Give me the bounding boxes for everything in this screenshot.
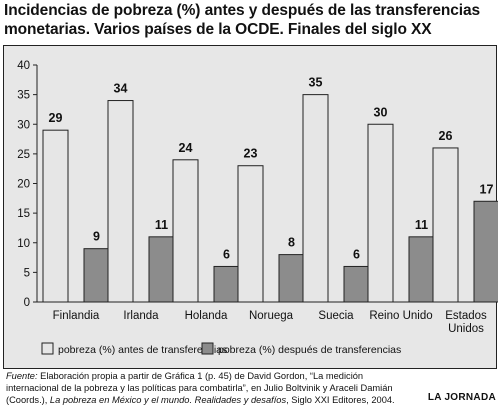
y-tick-label: 40 — [17, 60, 30, 72]
bar-after — [408, 236, 435, 303]
data-label-after: 11 — [415, 218, 428, 232]
source-line-1: Elaboración propia a partir de Gráfica 1… — [37, 371, 364, 381]
y-tick-label: 0 — [24, 297, 30, 309]
x-category-label: Reino Unido — [369, 310, 432, 322]
y-tick-label: 35 — [17, 90, 30, 102]
data-label-after: 11 — [155, 218, 168, 232]
bar-after — [473, 200, 498, 303]
bar-before — [302, 94, 329, 303]
data-label-before: 26 — [439, 129, 453, 143]
brand-logo: LA JORNADA — [427, 392, 496, 403]
bar-before — [432, 147, 459, 303]
y-tick-label: 25 — [17, 149, 30, 161]
bar-before — [367, 123, 394, 303]
x-category-label: Irlanda — [123, 310, 159, 322]
bar-chart: 0 5 10 15 20 25 30 35 40 29 9 Finlandia 34 11 Irlanda 2… — [17, 60, 498, 356]
bar-after — [83, 248, 110, 303]
y-tick-label: 30 — [17, 119, 30, 131]
data-label-before: 34 — [114, 82, 128, 96]
bar-after — [148, 236, 175, 303]
x-category-label: Suecia — [318, 310, 354, 322]
source-book-title: La pobreza en México y el mundo. Realida… — [49, 395, 287, 405]
bar-after — [213, 265, 240, 303]
source-line-3b: , Siglo XXI Editores, 2004. — [286, 395, 395, 405]
y-tick-label: 20 — [17, 179, 30, 191]
x-category-label: Estados — [445, 310, 487, 322]
data-label-before: 23 — [244, 147, 258, 161]
source-line-2: internacional de la pobreza y las políti… — [6, 383, 393, 393]
bar-after — [343, 265, 370, 303]
data-label-after: 9 — [93, 230, 100, 244]
x-category-label: Holanda — [185, 310, 228, 322]
data-label-before: 24 — [179, 141, 193, 155]
legend-label-before: pobreza (%) antes de transferencias — [58, 344, 227, 356]
legend-swatch-before — [41, 342, 54, 355]
bar-after — [278, 254, 305, 303]
legend-label-after: pobreza (%) después de transferencias — [218, 344, 401, 356]
bar-before — [237, 165, 264, 303]
bar-before — [42, 129, 69, 303]
data-label-before: 29 — [49, 111, 63, 125]
data-label-after: 6 — [353, 247, 360, 261]
legend-swatch-after — [201, 342, 214, 355]
data-label-after: 6 — [223, 247, 230, 261]
y-tick-label: 5 — [24, 267, 30, 279]
bar-before — [172, 159, 199, 303]
data-label-before: 30 — [374, 105, 388, 119]
y-tick-label: 10 — [17, 238, 30, 250]
source-note: Fuente: Elaboración propia a partir de G… — [6, 370, 421, 406]
x-category-label: Unidos — [448, 323, 484, 335]
y-tick-label: 15 — [17, 208, 30, 220]
x-category-label: Noruega — [249, 310, 294, 322]
chart-title: Incidencias de pobreza (%) antes y despu… — [4, 2, 481, 38]
data-label-after: 17 — [480, 182, 494, 196]
data-label-after: 8 — [288, 236, 295, 250]
x-category-label: Finlandia — [53, 310, 100, 322]
source-line-3a: (Coords.), — [6, 395, 50, 405]
bar-before — [107, 100, 134, 303]
source-label: Fuente: — [6, 371, 38, 381]
chart-frame: 0 5 10 15 20 25 30 35 40 29 9 Finlandia 34 11 Irlanda 2… — [3, 45, 498, 369]
data-label-before: 35 — [309, 76, 323, 90]
